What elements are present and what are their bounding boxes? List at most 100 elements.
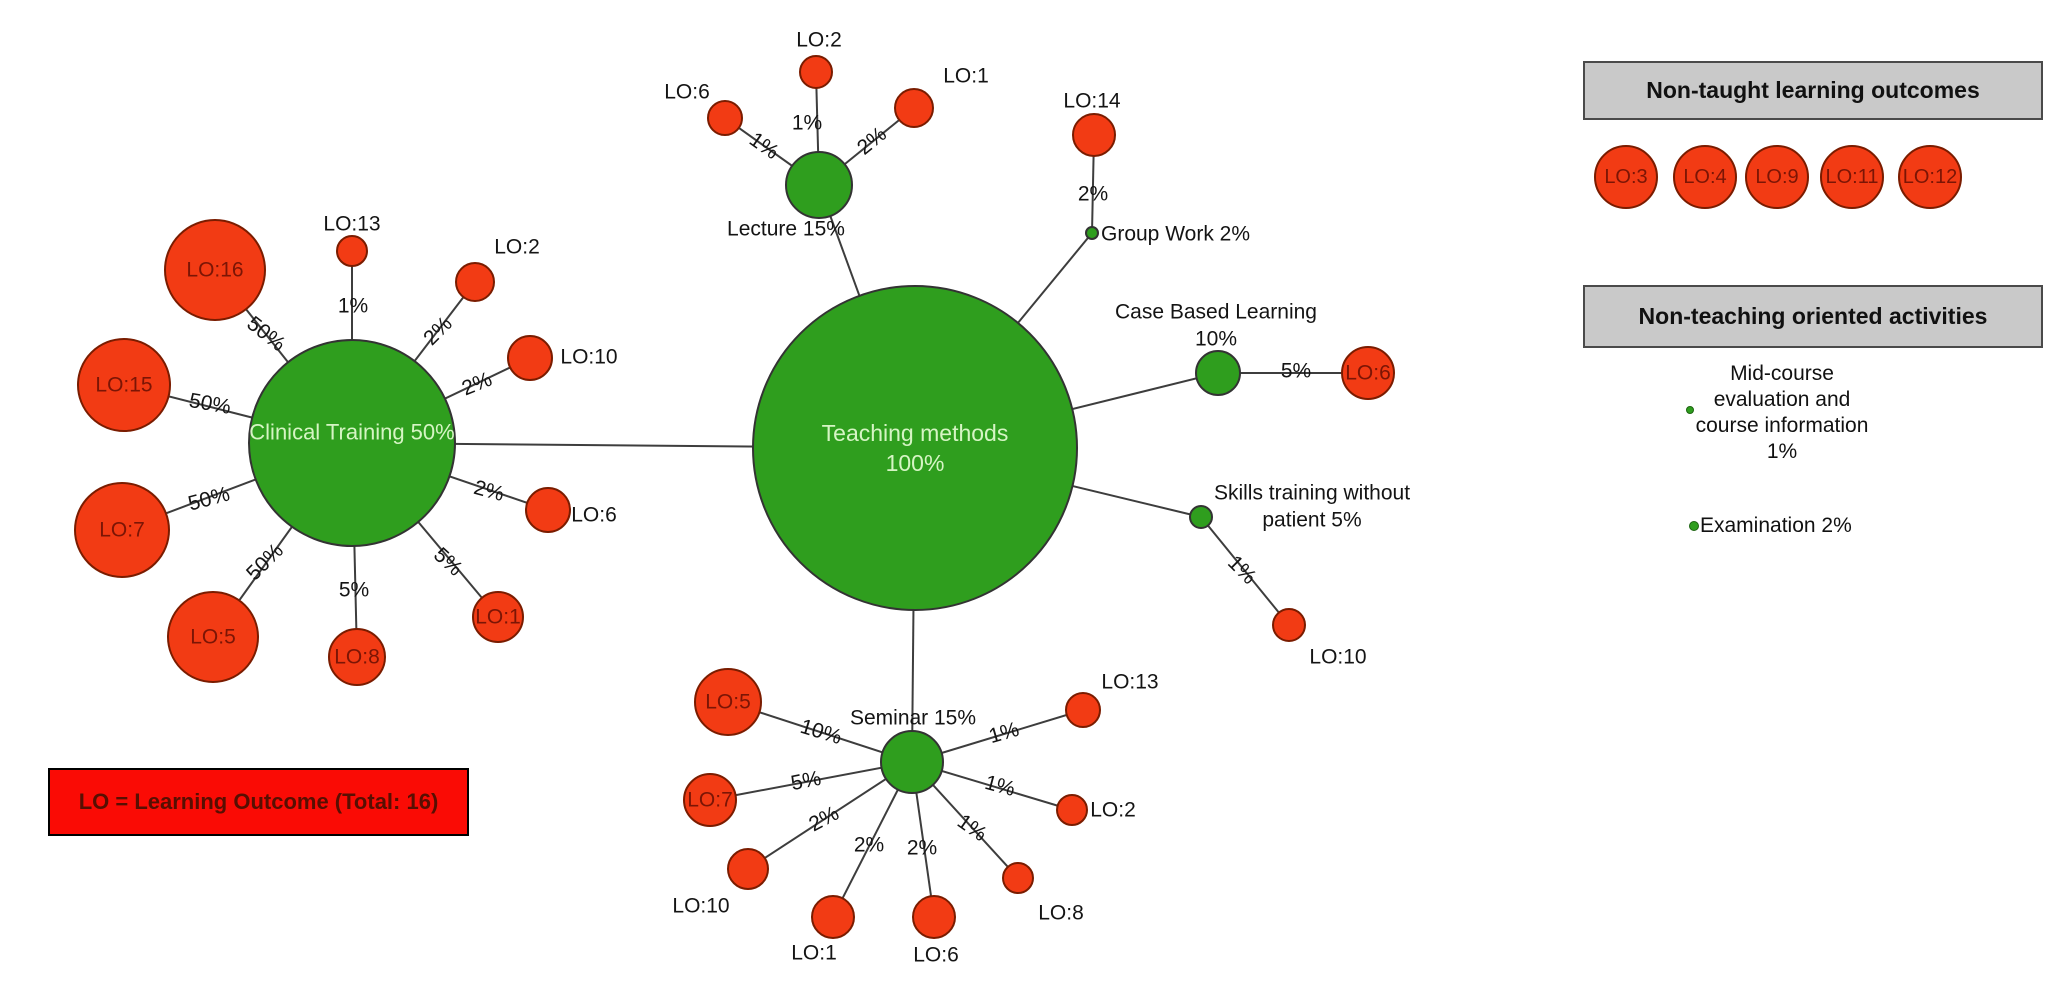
node-label-sem-lo8: LO:8: [1038, 902, 1084, 925]
node-sem-lo10: [727, 848, 769, 890]
legend-chip-lo4-label: LO:4: [1683, 165, 1727, 188]
edge-label-clinical-training-ct-lo16: 50%: [242, 312, 289, 356]
legend-chip-lo3: LO:3: [1594, 145, 1658, 209]
node-label-ct-lo8: LO:8: [334, 646, 380, 669]
node-label-cbl-lo6: LO:6: [1345, 362, 1391, 385]
midcourse-activity-label: Mid-course evaluation and course informa…: [1695, 362, 1869, 463]
node-label-lecture: Lecture 15%: [727, 218, 845, 241]
node-st-lo10: [1272, 608, 1306, 642]
node-label-seminar: Seminar 15%: [850, 707, 976, 730]
edge-label-lecture-lec-lo2: 1%: [792, 112, 822, 135]
node-label-sem-lo7: LO:7: [687, 789, 733, 812]
node-lec-lo2: [799, 55, 833, 89]
edge-label-seminar-sem-lo8: 1%: [953, 810, 991, 846]
edge-label-seminar-sem-lo2: 1%: [982, 771, 1017, 801]
node-sem-lo7: [683, 773, 737, 827]
node-label-lec-lo1: LO:1: [943, 65, 989, 88]
node-lec-lo6: [707, 100, 743, 136]
node-label-ct-lo2: LO:2: [494, 236, 540, 259]
node-ct-lo5: [167, 591, 259, 683]
node-label-sem-lo5: LO:5: [705, 691, 751, 714]
node-label-case-based-learning: Case Based Learning 10%: [1115, 300, 1317, 350]
edge-label-case-based-learning-cbl-lo6: 5%: [1281, 360, 1311, 383]
legend-chip-lo4: LO:4: [1673, 145, 1737, 209]
node-label-ct-lo6: LO:6: [571, 504, 617, 527]
node-ct-lo6: [525, 487, 571, 533]
node-skills-training: [1189, 505, 1213, 529]
node-label-sem-lo6: LO:6: [913, 944, 959, 967]
node-label-clinical-training: Clinical Training 50%: [249, 420, 454, 445]
node-label-ct-lo13: LO:13: [323, 213, 380, 236]
node-sem-lo6: [912, 895, 956, 939]
node-gw-lo14: [1072, 113, 1116, 157]
edge-label-seminar-sem-lo7: 5%: [789, 767, 823, 795]
node-label-ct-lo16: LO:16: [186, 259, 243, 282]
node-label-ct-lo7: LO:7: [99, 519, 145, 542]
midcourse-activity-dot-icon: [1686, 406, 1694, 414]
edge-skills-training-st-lo10: [1200, 516, 1290, 626]
edge-label-lecture-lec-lo6: 1%: [745, 128, 783, 164]
edge-label-seminar-sem-lo10: 2%: [805, 802, 843, 837]
node-seminar: [880, 730, 944, 794]
node-ct-lo1: [472, 591, 524, 643]
node-lecture: [785, 151, 853, 219]
node-sem-lo5: [694, 668, 762, 736]
edge-label-clinical-training-ct-lo5: 50%: [242, 539, 288, 585]
node-ct-lo8: [328, 628, 386, 686]
examination-activity-label: Examination 2%: [1700, 514, 1852, 537]
legend-chip-lo9-label: LO:9: [1755, 165, 1799, 188]
legend-chip-lo12-label: LO:12: [1902, 165, 1958, 188]
node-sem-lo1: [811, 895, 855, 939]
examination-activity-dot-icon: [1689, 521, 1699, 531]
node-label-ct-lo5: LO:5: [190, 626, 236, 649]
edge-label-clinical-training-ct-lo8: 5%: [339, 579, 369, 602]
node-ct-lo16: [164, 219, 266, 321]
legend-chip-lo9: LO:9: [1745, 145, 1809, 209]
lo-abbreviation-note: LO = Learning Outcome (Total: 16): [48, 768, 469, 836]
legend-non-teaching-box: Non-teaching oriented activities: [1583, 285, 2043, 348]
node-label-sem-lo2: LO:2: [1090, 799, 1136, 822]
legend-chip-lo11-label: LO:11: [1825, 165, 1879, 188]
node-label-teaching-methods: Teaching methods 100%: [822, 420, 1009, 476]
edge-label-seminar-sem-lo13: 1%: [986, 718, 1022, 748]
node-label-sem-lo1: LO:1: [791, 942, 837, 965]
node-sem-lo13: [1065, 692, 1101, 728]
edge-label-group-work-gw-lo14: 2%: [1078, 183, 1108, 206]
node-label-lec-lo2: LO:2: [796, 29, 842, 52]
node-label-sem-lo13: LO:13: [1101, 671, 1158, 694]
node-ct-lo10: [507, 335, 553, 381]
node-group-work: [1085, 226, 1099, 240]
legend-chip-lo3-label: LO:3: [1604, 165, 1648, 188]
legend-non-taught-box: Non-taught learning outcomes: [1583, 61, 2043, 120]
edge-label-seminar-sem-lo1: 2%: [854, 834, 884, 857]
edge-seminar-sem-lo7: [709, 761, 913, 801]
node-ct-lo2: [455, 262, 495, 302]
legend-non-taught-title: Non-taught learning outcomes: [1646, 77, 1980, 103]
legend-non-teaching-title: Non-teaching oriented activities: [1638, 303, 1988, 329]
lo-abbreviation-note-text: LO = Learning Outcome (Total: 16): [78, 789, 439, 814]
node-label-sem-lo10: LO:10: [672, 895, 729, 918]
edge-label-clinical-training-ct-lo2: 2%: [419, 312, 457, 350]
edge-label-seminar-sem-lo5: 10%: [798, 715, 845, 749]
node-label-ct-lo1: LO:1: [475, 606, 521, 629]
node-label-st-lo10: LO:10: [1309, 646, 1366, 669]
legend-chip-lo12: LO:12: [1898, 145, 1962, 209]
edge-label-clinical-training-ct-lo13: 1%: [338, 295, 368, 318]
node-label-ct-lo15: LO:15: [95, 374, 152, 397]
edge-label-clinical-training-ct-lo1: 5%: [429, 543, 467, 580]
node-label-ct-lo10: LO:10: [560, 346, 617, 369]
node-clinical-training: [248, 339, 456, 547]
node-teaching-methods: [752, 285, 1078, 611]
node-label-group-work: Group Work 2%: [1101, 223, 1250, 246]
node-ct-lo13: [336, 235, 368, 267]
node-cbl-lo6: [1341, 346, 1395, 400]
edge-label-clinical-training-ct-lo10: 2%: [459, 368, 496, 401]
legend-chip-lo11: LO:11: [1820, 145, 1884, 209]
node-case-based-learning: [1195, 350, 1241, 396]
node-ct-lo7: [74, 482, 170, 578]
node-sem-lo8: [1002, 862, 1034, 894]
edge-label-seminar-sem-lo6: 2%: [907, 837, 937, 860]
node-label-gw-lo14: LO:14: [1063, 90, 1121, 113]
